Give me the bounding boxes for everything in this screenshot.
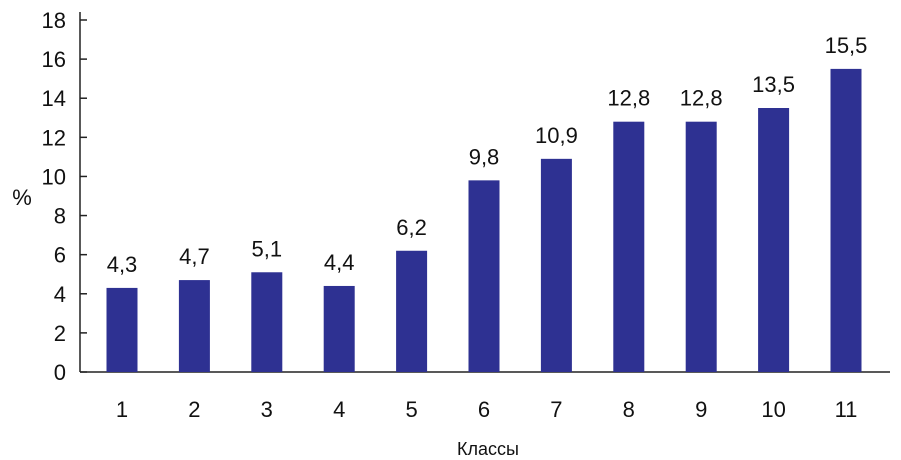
bar-data-label: 5,1 xyxy=(252,236,283,261)
y-tick-label: 6 xyxy=(54,243,66,268)
bar xyxy=(251,272,283,372)
y-tick-label: 4 xyxy=(54,282,66,307)
x-tick-label: 9 xyxy=(695,397,707,422)
x-tick-label: 8 xyxy=(623,397,635,422)
x-tick-label: 2 xyxy=(188,397,200,422)
bar xyxy=(830,68,862,372)
bar xyxy=(178,280,210,372)
bar xyxy=(468,180,500,372)
bar xyxy=(323,285,355,372)
bar-data-label: 4,7 xyxy=(179,244,210,269)
x-tick-label: 4 xyxy=(333,397,345,422)
y-tick-label: 18 xyxy=(42,8,66,33)
bar-data-label: 12,8 xyxy=(680,86,723,111)
y-tick-label: 0 xyxy=(54,360,66,385)
y-tick-label: 2 xyxy=(54,321,66,346)
bar-data-label: 10,9 xyxy=(535,123,578,148)
data-labels-group: 4,3 4,7 5,1 4,4 6,2 9,8 10,9 12,8 12,8 13,5 15,5 xyxy=(107,33,868,277)
bar-data-label: 13,5 xyxy=(752,72,795,97)
x-tick-label: 10 xyxy=(761,397,785,422)
x-axis-title: Классы xyxy=(457,439,519,459)
y-axis-ticks: 0 2 4 6 8 10 12 14 16 18 xyxy=(42,8,87,385)
y-tick-label: 8 xyxy=(54,204,66,229)
bar xyxy=(758,108,790,372)
x-tick-label: 5 xyxy=(405,397,417,422)
bar-data-label: 4,4 xyxy=(324,250,355,275)
x-tick-label: 11 xyxy=(835,397,858,422)
bar-data-label: 15,5 xyxy=(825,33,868,58)
bars-group xyxy=(106,68,862,372)
y-tick-label: 14 xyxy=(42,86,66,111)
bar-data-label: 4,3 xyxy=(107,252,138,277)
bar-data-label: 9,8 xyxy=(469,144,500,169)
x-tick-labels: 1 2 3 4 5 6 7 8 9 10 11 xyxy=(116,397,858,422)
x-tick-label: 1 xyxy=(116,397,128,422)
bar xyxy=(685,121,717,372)
bar xyxy=(540,158,572,372)
bar-data-label: 12,8 xyxy=(607,86,650,111)
bar xyxy=(613,121,645,372)
bar xyxy=(396,250,428,372)
y-tick-label: 10 xyxy=(42,164,66,189)
y-tick-label: 12 xyxy=(42,125,66,150)
y-axis-title: % xyxy=(12,185,32,210)
x-tick-label: 3 xyxy=(261,397,273,422)
x-tick-label: 7 xyxy=(550,397,562,422)
y-tick-label: 16 xyxy=(42,47,66,72)
x-tick-label: 6 xyxy=(478,397,490,422)
bar-data-label: 6,2 xyxy=(396,215,427,240)
bar xyxy=(106,287,138,372)
